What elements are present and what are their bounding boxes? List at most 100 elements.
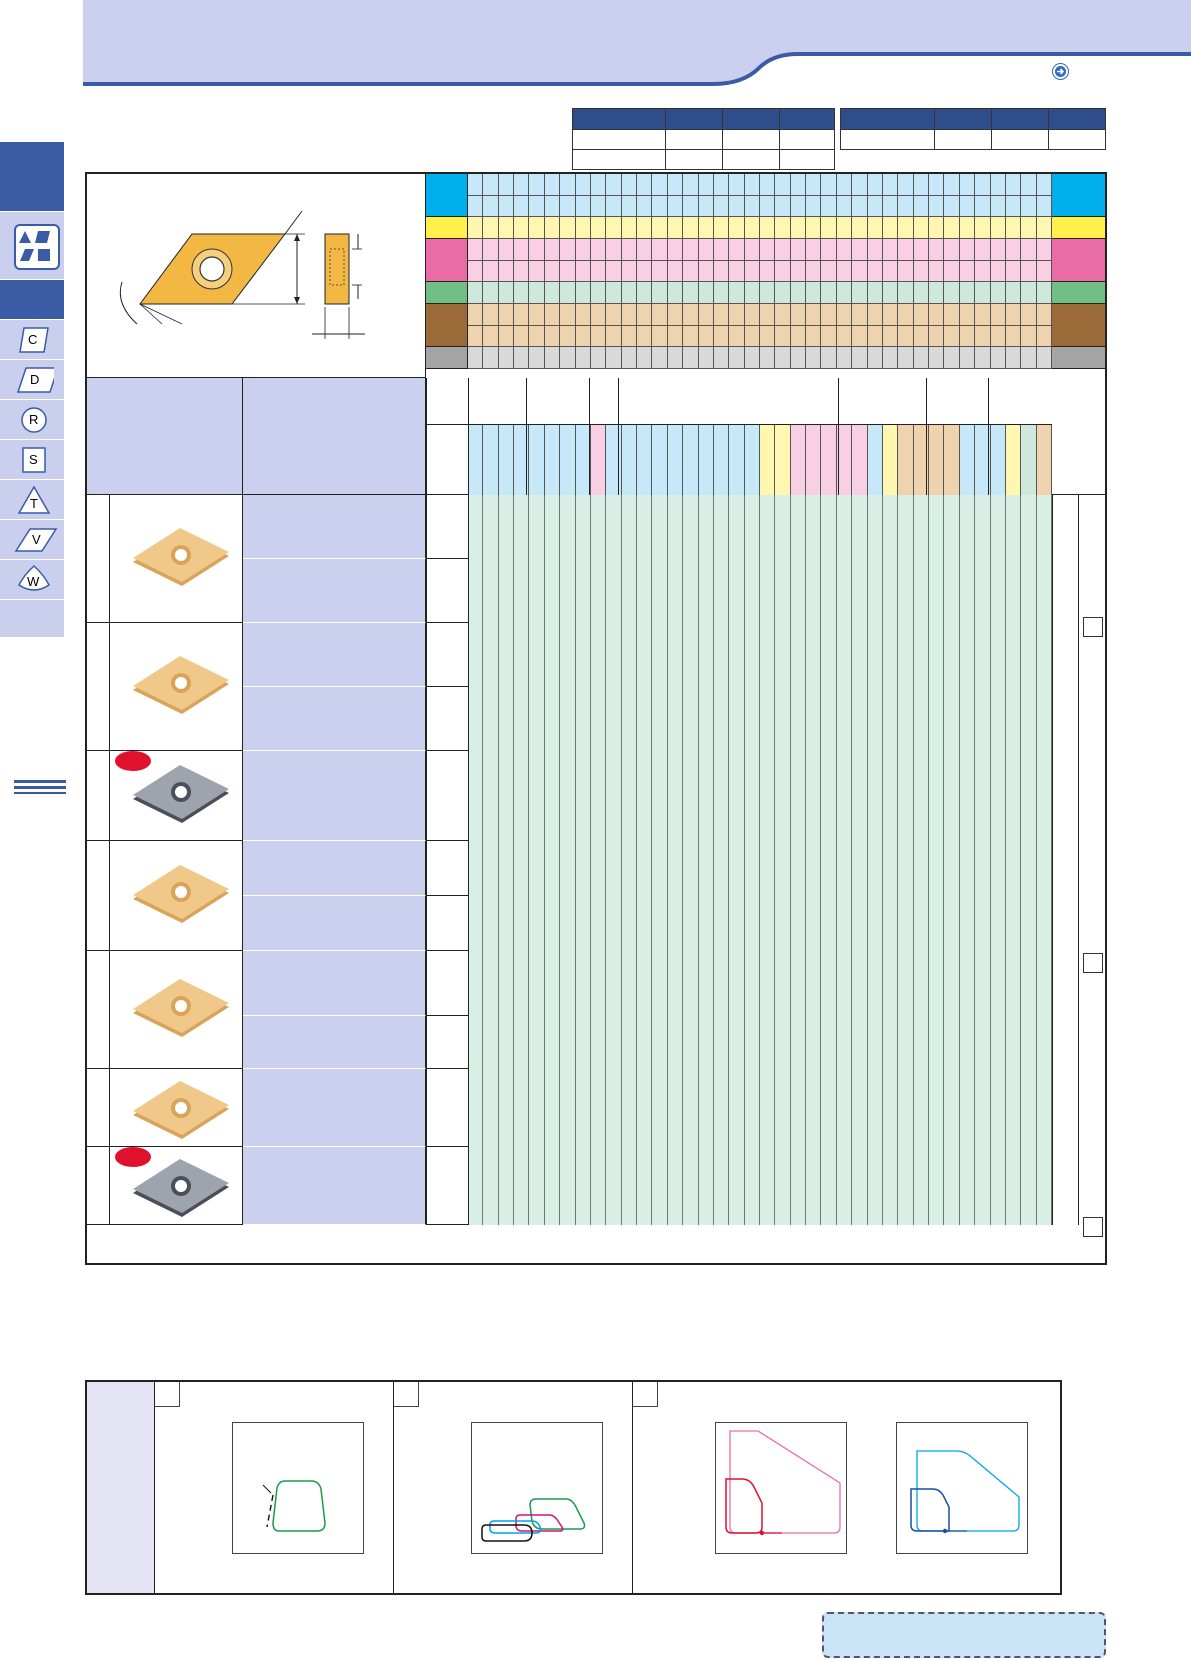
grade-header-cell	[1036, 424, 1052, 495]
side-tab-W[interactable]: W	[0, 560, 64, 600]
legend-cell	[652, 196, 668, 217]
legend-cell	[468, 347, 484, 369]
grade-column	[990, 495, 1006, 1225]
insert-grade-table	[85, 172, 1107, 1265]
legend-cell	[698, 304, 714, 326]
grade-column	[514, 495, 530, 1225]
legend-S	[426, 304, 468, 347]
side-tab-D[interactable]: D	[0, 360, 64, 400]
legend-cell	[821, 304, 837, 326]
row-index-strip	[87, 623, 110, 750]
legend-cell	[590, 326, 607, 347]
legend-cell	[852, 282, 868, 304]
legend-cell	[729, 174, 745, 196]
legend-cell	[544, 174, 561, 196]
designation-cell	[243, 495, 426, 559]
legend-cell	[637, 196, 653, 217]
legend-cell	[698, 282, 714, 304]
legend-cell	[529, 174, 545, 196]
legend-cell	[621, 261, 638, 282]
legend-cell	[821, 347, 837, 369]
legend-cell	[637, 326, 653, 347]
legend-cell	[514, 347, 530, 369]
rhombus-35-icon	[14, 528, 58, 552]
grade-column	[667, 495, 684, 1225]
legend-cell	[544, 261, 561, 282]
side-tab-V[interactable]: V	[0, 520, 64, 560]
grade-column	[775, 495, 791, 1225]
side-tab-section[interactable]	[0, 142, 64, 212]
legend-cell	[729, 326, 745, 347]
legend-cell	[775, 347, 791, 369]
legend-cell	[867, 239, 883, 261]
grade-column	[821, 495, 837, 1225]
legend-cell	[1036, 282, 1052, 304]
legend-cell	[667, 217, 684, 239]
designation-cell	[243, 896, 426, 951]
grade-column	[468, 495, 484, 1225]
side-tab-R[interactable]: R	[0, 400, 64, 440]
legend-cell	[713, 304, 730, 326]
grade-column	[867, 495, 883, 1225]
legend-cell	[729, 304, 745, 326]
legend-cell	[514, 304, 530, 326]
rhombus-55-icon	[16, 367, 54, 393]
legend-cell	[590, 347, 607, 369]
grade-column	[806, 495, 822, 1225]
legend-cell	[621, 196, 638, 217]
grade-column	[713, 495, 730, 1225]
legend-cell	[821, 326, 837, 347]
legend-cell	[729, 347, 745, 369]
grade-column	[790, 495, 807, 1225]
legend-cell	[514, 326, 530, 347]
legend-cell	[1036, 304, 1052, 326]
grade-header-cell	[514, 424, 530, 495]
legend-cell	[652, 347, 668, 369]
legend-cell	[729, 239, 745, 261]
side-tab-T[interactable]: T	[0, 480, 64, 520]
legend-cell	[898, 174, 914, 196]
legend-cell	[560, 282, 576, 304]
side-tab-C[interactable]: C	[0, 320, 64, 360]
legend-cell	[683, 347, 699, 369]
legend-cell	[775, 174, 791, 196]
legend-cell	[821, 196, 837, 217]
legend-cell	[1005, 326, 1022, 347]
grade-header-cell	[821, 424, 837, 495]
grade-column	[836, 495, 853, 1225]
legend-cell	[575, 196, 591, 217]
side-tab-letter: D	[30, 372, 40, 387]
legend-cell	[729, 261, 745, 282]
legend-cell	[498, 261, 515, 282]
side-tab-S[interactable]: S	[0, 440, 64, 480]
side-tab-active[interactable]	[0, 280, 64, 320]
legend-cell	[652, 326, 668, 347]
legend-cell	[698, 239, 714, 261]
legend-cell	[529, 239, 545, 261]
side-marker	[14, 780, 66, 783]
legend-cell	[468, 282, 484, 304]
legend-cell	[959, 261, 976, 282]
side-tab-letter: S	[29, 452, 38, 467]
legend-cell	[637, 347, 653, 369]
legend-cell	[760, 304, 776, 326]
legend-cell	[852, 347, 868, 369]
grade-header-cell	[882, 424, 899, 495]
grade-header-cell	[560, 424, 576, 495]
new-badge	[115, 1147, 151, 1167]
legend-cell	[867, 196, 883, 217]
arrow-right-circle-icon[interactable]	[1053, 64, 1068, 79]
side-tab-insert-shapes[interactable]	[0, 212, 64, 280]
legend-cell	[898, 239, 914, 261]
legend-cell	[683, 282, 699, 304]
column-divider	[426, 495, 427, 1225]
grade-group-divider	[426, 378, 427, 495]
legend-cell	[990, 174, 1006, 196]
legend-cell	[929, 304, 945, 326]
legend-cell	[867, 282, 883, 304]
legend-cell	[1005, 282, 1022, 304]
legend-cell	[1005, 261, 1022, 282]
legend-cell	[483, 304, 499, 326]
grade-group-divider	[468, 378, 469, 495]
chart-section-divider	[632, 1382, 633, 1593]
